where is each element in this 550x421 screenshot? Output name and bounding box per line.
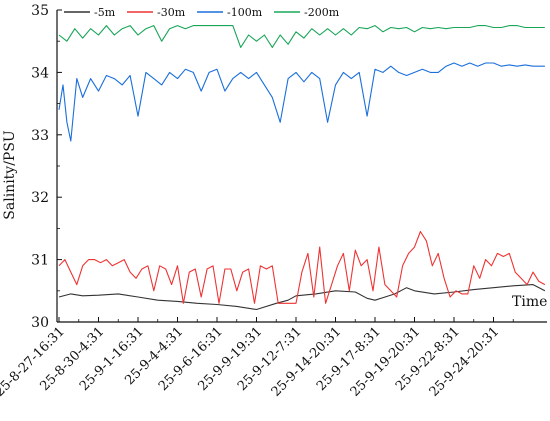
axes-layer: 30313233343525-8-27-16:3125-8-30-4:3125-… [0, 3, 547, 400]
legend: -5m -30m -100m -200m [64, 6, 340, 19]
legend-label: -100m [227, 6, 263, 19]
series-line-100m [58, 62, 545, 142]
x-axis-title: Time [512, 294, 547, 310]
y-axis-title: Salinity/PSU [2, 130, 18, 220]
legend-label: -200m [304, 6, 340, 19]
y-tick-label: 34 [31, 65, 49, 81]
x-tick-label: 25-9-14-20:31 [269, 324, 345, 400]
y-tick-label: 31 [31, 253, 49, 269]
legend-label: -5m [94, 6, 116, 19]
series-line-200m [58, 25, 545, 48]
y-tick-label: 33 [31, 128, 49, 144]
series-line-30m [58, 230, 546, 304]
legend-label: -30m [157, 6, 186, 19]
series-line-5m [58, 284, 546, 311]
y-tick-label: 32 [31, 190, 49, 206]
y-tick-label: 35 [31, 3, 49, 19]
x-tick-label: 25-9-24-20:31 [427, 324, 503, 400]
series-layer [58, 25, 546, 311]
x-tick-label: 25-9-19-20:31 [348, 324, 424, 400]
y-tick-label: 30 [31, 315, 49, 331]
